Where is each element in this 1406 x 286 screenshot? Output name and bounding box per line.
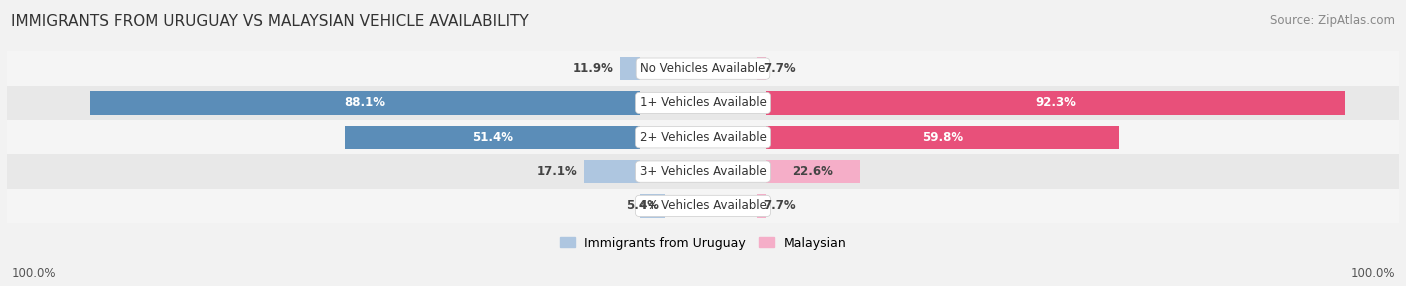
Text: 5.4%: 5.4%: [626, 199, 658, 212]
Bar: [7, 154, 1399, 189]
Bar: [766, 126, 1119, 149]
Bar: [7, 189, 1399, 223]
Bar: [7, 120, 1399, 154]
Bar: [640, 194, 665, 218]
Bar: [346, 126, 640, 149]
Text: 11.9%: 11.9%: [572, 62, 613, 75]
Text: 4+ Vehicles Available: 4+ Vehicles Available: [640, 199, 766, 212]
Bar: [756, 194, 766, 218]
Text: 22.6%: 22.6%: [793, 165, 834, 178]
Bar: [7, 51, 1399, 86]
Text: 100.0%: 100.0%: [11, 267, 56, 280]
Text: IMMIGRANTS FROM URUGUAY VS MALAYSIAN VEHICLE AVAILABILITY: IMMIGRANTS FROM URUGUAY VS MALAYSIAN VEH…: [11, 14, 529, 29]
Text: Source: ZipAtlas.com: Source: ZipAtlas.com: [1270, 14, 1395, 27]
Text: 100.0%: 100.0%: [1350, 267, 1395, 280]
Bar: [766, 160, 860, 183]
Text: No Vehicles Available: No Vehicles Available: [640, 62, 766, 75]
Legend: Immigrants from Uruguay, Malaysian: Immigrants from Uruguay, Malaysian: [554, 232, 852, 255]
Text: 92.3%: 92.3%: [1035, 96, 1076, 110]
Bar: [583, 160, 640, 183]
Text: 17.1%: 17.1%: [536, 165, 576, 178]
Bar: [766, 91, 1346, 115]
Text: 1+ Vehicles Available: 1+ Vehicles Available: [640, 96, 766, 110]
Bar: [620, 57, 640, 80]
Bar: [7, 86, 1399, 120]
Text: 7.7%: 7.7%: [763, 62, 796, 75]
Text: 7.7%: 7.7%: [763, 199, 796, 212]
Text: 2+ Vehicles Available: 2+ Vehicles Available: [640, 131, 766, 144]
Text: 51.4%: 51.4%: [472, 131, 513, 144]
Bar: [756, 57, 766, 80]
Bar: [90, 91, 640, 115]
Text: 59.8%: 59.8%: [922, 131, 963, 144]
Text: 88.1%: 88.1%: [344, 96, 385, 110]
Text: 3+ Vehicles Available: 3+ Vehicles Available: [640, 165, 766, 178]
